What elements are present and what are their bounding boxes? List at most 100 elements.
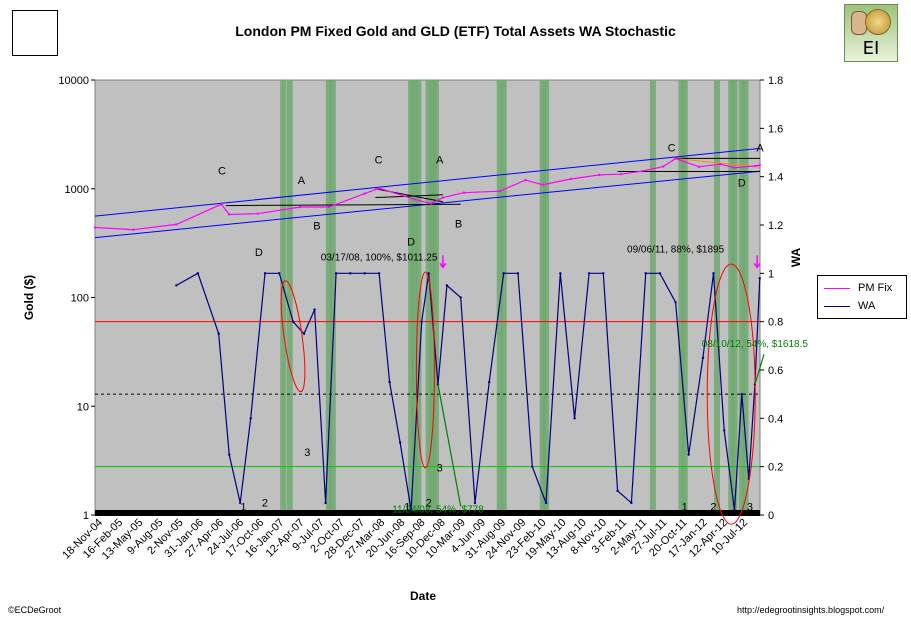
annotation: 1 (240, 501, 246, 513)
wa-point (733, 508, 736, 512)
pm-fix-point (697, 165, 701, 169)
highlight-band (280, 80, 287, 515)
annotation: 3 (747, 501, 753, 513)
wa-point (377, 272, 381, 275)
annotation: 11/24/08, 54%, $778 (392, 505, 484, 516)
annotation: 03/17/08, 100%, $1011.25 (321, 252, 438, 263)
annotation: D (738, 177, 746, 189)
footer-url[interactable]: http://edegrootinsights.blogspot.com/ (737, 605, 885, 615)
highlight-band (408, 80, 415, 515)
pm-fix-point (733, 166, 736, 169)
pm-fix-point (377, 187, 381, 190)
highlight-band (329, 80, 336, 515)
pm-fix-point (753, 164, 757, 168)
annotation: 2 (426, 497, 432, 509)
legend-swatch-wa (824, 305, 850, 307)
highlight-band (731, 80, 738, 515)
pm-fix-point (541, 183, 544, 186)
highlight-band (539, 80, 546, 515)
y2-tick-label: 1.4 (768, 172, 783, 184)
wa-point (239, 501, 242, 505)
pm-fix-point (363, 192, 366, 195)
pm-fix-point (462, 191, 466, 194)
wa-point (488, 380, 491, 384)
wa-point (324, 501, 327, 505)
footer-copyright: ©ECDeGroot (8, 605, 62, 615)
wa-point (687, 453, 690, 456)
pm-fix-point (93, 226, 97, 229)
wa-point (249, 417, 252, 420)
highlight-band (681, 80, 688, 515)
wa-point (388, 380, 391, 384)
pm-fix-point (640, 170, 644, 173)
annotation: 3 (304, 447, 310, 459)
y2-tick-label: 0 (768, 510, 774, 522)
wa-point (602, 272, 605, 275)
y2-tick-label: 1.6 (768, 123, 783, 135)
highlight-band (728, 80, 735, 515)
series-line-wa (176, 272, 761, 511)
wa-point (516, 272, 520, 275)
y2-tick-label: 1.2 (768, 220, 783, 232)
wa-point (712, 272, 715, 275)
triangle-line (675, 158, 761, 168)
annotation: A (298, 175, 306, 187)
legend-item-wa: WA (824, 298, 875, 314)
pm-fix-point (598, 173, 601, 177)
highlight-band (496, 80, 503, 515)
pm-fix-point (719, 163, 722, 166)
y-tick-label: 1 (83, 510, 89, 522)
wa-point (573, 417, 576, 420)
annotation: B (455, 219, 462, 231)
wa-point (630, 501, 633, 505)
wa-point (459, 296, 462, 299)
wa-point (349, 272, 352, 275)
annotation: A (436, 155, 444, 167)
legend-item-pm-fix: PM Fix (824, 280, 892, 296)
wa-point (302, 332, 306, 335)
y-tick-label: 1000 (65, 184, 89, 196)
wa-point (758, 276, 761, 280)
wa-point (217, 332, 220, 335)
y2-tick-label: 0.4 (768, 413, 783, 425)
wa-point (420, 320, 423, 323)
annotation: 1 (404, 501, 410, 513)
pm-fix-point (674, 157, 677, 160)
pm-fix-point (413, 198, 416, 201)
wa-point (334, 272, 338, 275)
annotation: 2 (710, 501, 716, 513)
wa-point (740, 392, 743, 396)
highlight-band (738, 80, 745, 515)
annotation: C (668, 143, 676, 155)
wa-point (674, 301, 677, 304)
pm-fix-point (441, 196, 445, 199)
y2-tick-label: 0.8 (768, 317, 783, 329)
annotation: 2 (262, 497, 268, 509)
legend-label-pm-fix: PM Fix (858, 282, 893, 294)
wa-point (658, 272, 662, 275)
annotation: C (375, 155, 383, 167)
annotation: D (255, 247, 263, 259)
annotation: C (218, 166, 226, 178)
y-tick-label: 100 (71, 293, 89, 305)
pm-fix-point (429, 202, 432, 205)
qr-code-icon (12, 10, 58, 56)
support-line (225, 203, 461, 207)
legend: PM Fix WA (817, 275, 907, 319)
y2-axis-label: WA (789, 248, 803, 268)
highlight-band (415, 80, 422, 515)
highlight-band (500, 80, 507, 515)
wa-point (398, 441, 402, 444)
wa-point (196, 272, 200, 275)
pm-fix-point (569, 177, 573, 181)
coin-icon (865, 9, 891, 35)
baseline-bar (95, 510, 760, 516)
y2-tick-label: 0.2 (768, 462, 783, 474)
zone-ellipse (415, 271, 435, 469)
zone-ellipse (706, 263, 756, 525)
pm-fix-point (661, 165, 665, 168)
pm-fix-point (498, 189, 501, 193)
pm-fix-point (619, 173, 623, 176)
y-tick-label: 10 (77, 401, 89, 413)
